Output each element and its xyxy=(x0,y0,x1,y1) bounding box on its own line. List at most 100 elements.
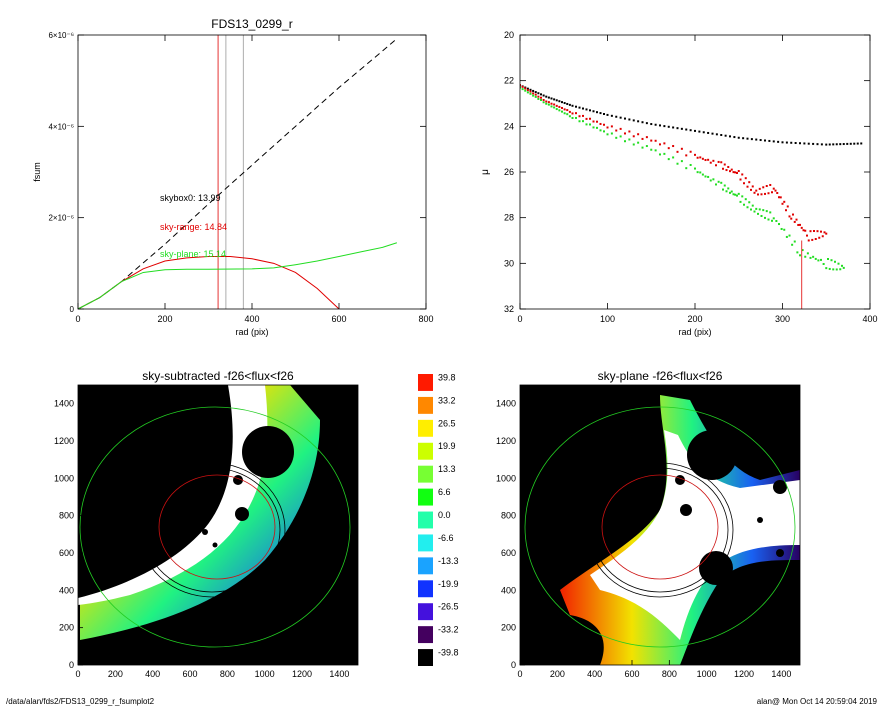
mid-ellipse xyxy=(591,467,729,593)
profile-ytick-label: 30 xyxy=(504,258,514,268)
profile-point xyxy=(582,120,584,123)
profile-point xyxy=(624,117,626,120)
fsum-ylabel: fsum xyxy=(32,162,42,182)
profile-point xyxy=(746,206,749,209)
profile-point xyxy=(663,152,666,155)
sky-plane-star-mask xyxy=(757,517,763,523)
sky-subtracted-frame xyxy=(77,384,359,666)
profile-point xyxy=(744,198,747,201)
profile-xtick-label: 400 xyxy=(862,314,877,324)
sky-plane-title: sky-plane -f26<flux<f26 xyxy=(598,369,723,383)
sky-subtracted-xtick-label: 1400 xyxy=(329,669,349,679)
profile-point xyxy=(772,187,775,190)
profile-ytick-label: 24 xyxy=(504,121,514,131)
profile-point xyxy=(806,252,809,255)
profile-point xyxy=(788,215,791,218)
profile-point xyxy=(753,210,756,213)
sky-plane-ytick-label: 600 xyxy=(501,548,516,558)
profile-point xyxy=(790,217,793,220)
profile-point xyxy=(825,143,828,146)
profile-point xyxy=(659,153,661,156)
fsum-panel: FDS13_0299_r 0 200 400 600 800 0 2×10⁻⁶ 4×10⁻⁶ 6… xyxy=(32,17,434,337)
profile-point xyxy=(676,127,679,130)
profile-ytick-label: 26 xyxy=(504,167,514,177)
fsum-series-line xyxy=(78,38,398,309)
colorbar-label: 39.8 xyxy=(438,372,456,382)
profile-point xyxy=(750,188,752,191)
profile-xtick-label: 200 xyxy=(687,314,702,324)
profile-ytick-label: 20 xyxy=(504,30,514,40)
profile-point xyxy=(615,136,618,139)
profile-point xyxy=(699,171,702,174)
profile-point xyxy=(746,185,749,188)
sky-plane-star-mask xyxy=(657,492,663,498)
profile-point xyxy=(830,259,833,262)
profile-point xyxy=(696,171,699,174)
profile-point xyxy=(571,104,574,107)
sky-plane-ytick-label: 0 xyxy=(511,660,516,670)
profile-point xyxy=(582,114,584,117)
sky-subtracted-ytick-label: 800 xyxy=(59,511,74,521)
profile-point xyxy=(545,102,548,105)
profile-point xyxy=(555,104,558,107)
profile-ytick-label: 32 xyxy=(504,304,514,314)
sky-subtracted-title: sky-subtracted -f26<flux<f26 xyxy=(142,369,294,383)
colorbar-swatch xyxy=(418,396,433,414)
profile-point xyxy=(778,223,780,226)
profile-point xyxy=(765,210,768,213)
sky-subtracted-panel: sky-subtracted -f26<flux<f26 00 200 200 400… xyxy=(54,369,359,679)
profile-point xyxy=(524,89,527,92)
profile-point xyxy=(720,134,723,137)
sky-subtracted-ytick-label: 0 xyxy=(69,660,74,670)
profile-point xyxy=(820,143,823,146)
profile-point xyxy=(685,167,688,170)
profile-point xyxy=(532,94,535,97)
sky-plane-xtick-label: 0 xyxy=(517,669,522,679)
profile-point xyxy=(659,143,661,146)
profile-point xyxy=(568,110,571,113)
profile-point xyxy=(534,95,537,98)
profile-point xyxy=(786,205,789,208)
profile-point xyxy=(603,123,605,126)
profile-point xyxy=(750,208,752,211)
fsum-xlabel: rad (pix) xyxy=(235,327,268,337)
profile-point xyxy=(737,170,740,173)
profile-point xyxy=(814,238,817,241)
profile-point xyxy=(733,136,736,139)
profile-point xyxy=(769,184,772,187)
profile-point xyxy=(801,249,804,252)
profile-point xyxy=(596,111,598,114)
colorbar-swatch xyxy=(418,534,433,552)
profile-point xyxy=(823,231,826,234)
sky-plane-ytick-label: 1000 xyxy=(496,473,516,483)
profile-point xyxy=(563,112,566,115)
profile-point xyxy=(526,91,529,94)
profile-point xyxy=(561,101,563,104)
profile-point xyxy=(571,117,574,120)
profile-point xyxy=(568,103,571,106)
profile-point xyxy=(701,157,704,160)
profile-point xyxy=(654,123,657,126)
profile-point xyxy=(537,97,540,100)
profile-point xyxy=(853,142,856,145)
profile-point xyxy=(650,123,653,126)
profile-ytick-label: 22 xyxy=(504,76,514,86)
profile-point xyxy=(558,109,561,112)
profile-point xyxy=(676,150,679,153)
profile-point xyxy=(558,105,561,108)
annotation-sky-plane: sky-plane: 15.14 xyxy=(160,249,226,259)
profile-point xyxy=(825,232,828,235)
profile-point xyxy=(800,226,803,229)
profile-point xyxy=(750,138,753,141)
profile-point xyxy=(768,139,771,142)
profile-point xyxy=(711,132,714,135)
profile-point xyxy=(760,214,763,217)
profile-point xyxy=(753,191,756,194)
profile-point xyxy=(841,264,843,267)
profile-point xyxy=(641,146,644,149)
profile-point xyxy=(762,209,765,212)
profile-point xyxy=(540,96,542,99)
profile-point xyxy=(578,115,581,118)
mid-ellipse xyxy=(138,462,286,598)
profile-point xyxy=(799,254,801,257)
